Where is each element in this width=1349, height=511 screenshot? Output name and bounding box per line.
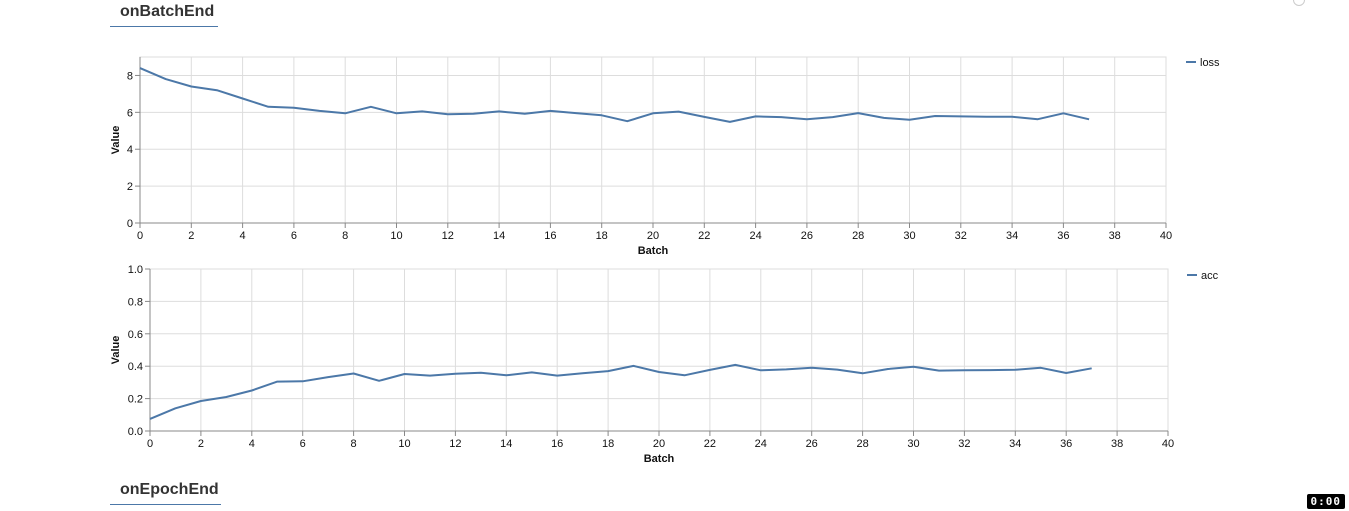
x-tick-label: 14 xyxy=(500,438,512,450)
x-tick-label: 34 xyxy=(1009,438,1021,450)
series-line-loss xyxy=(139,67,1090,123)
x-tick-label: 22 xyxy=(698,230,710,242)
x-tick-label: 28 xyxy=(852,230,864,242)
legend-label-acc: acc xyxy=(1201,270,1219,282)
y-tick-label: 8 xyxy=(127,70,133,82)
x-tick-label: 40 xyxy=(1160,230,1172,242)
y-tick-label: 0.8 xyxy=(128,296,143,308)
section-tab-onepochend[interactable]: onEpochEnd xyxy=(110,478,221,505)
y-axis-title: Value xyxy=(110,336,122,365)
y-axis-title: Value xyxy=(110,126,122,155)
x-tick-label: 24 xyxy=(755,438,767,450)
x-axis-title: Batch xyxy=(638,245,669,257)
x-tick-label: 20 xyxy=(653,438,665,450)
x-tick-label: 28 xyxy=(856,438,868,450)
y-tick-label: 0.4 xyxy=(128,361,143,373)
x-tick-label: 30 xyxy=(903,230,915,242)
x-tick-label: 4 xyxy=(240,230,246,242)
x-tick-label: 2 xyxy=(198,438,204,450)
y-tick-label: 0.2 xyxy=(128,394,143,406)
series-line-acc xyxy=(149,363,1092,420)
x-tick-label: 38 xyxy=(1109,230,1121,242)
x-tick-label: 26 xyxy=(806,438,818,450)
x-tick-label: 20 xyxy=(647,230,659,242)
x-tick-label: 16 xyxy=(551,438,563,450)
section-tab-onbatchend[interactable]: onBatchEnd xyxy=(110,0,218,27)
x-tick-label: 30 xyxy=(907,438,919,450)
y-tick-label: 0.6 xyxy=(128,329,143,341)
x-tick-label: 10 xyxy=(390,230,402,242)
x-tick-label: 12 xyxy=(449,438,461,450)
x-tick-label: 40 xyxy=(1162,438,1174,450)
y-tick-label: 1.0 xyxy=(128,264,143,276)
acc-chart: 0 2 4 6 8 10 12 14 16 18 20 22 24 26 28 30 32 34 36 38 400.0… xyxy=(110,264,1219,465)
x-tick-label: 12 xyxy=(442,230,454,242)
x-tick-label: 26 xyxy=(801,230,813,242)
y-tick-label: 0.0 xyxy=(128,426,143,438)
x-tick-label: 14 xyxy=(493,230,505,242)
y-tick-label: 4 xyxy=(127,144,133,156)
x-tick-label: 10 xyxy=(398,438,410,450)
x-tick-label: 6 xyxy=(300,438,306,450)
legend-label-loss: loss xyxy=(1200,57,1220,69)
x-tick-label: 22 xyxy=(704,438,716,450)
x-tick-label: 2 xyxy=(188,230,194,242)
x-tick-label: 34 xyxy=(1006,230,1018,242)
x-tick-label: 18 xyxy=(602,438,614,450)
x-tick-label: 6 xyxy=(291,230,297,242)
timer-badge: 0:00 xyxy=(1306,494,1345,509)
x-tick-label: 32 xyxy=(958,438,970,450)
x-axis-title: Batch xyxy=(644,453,675,465)
x-tick-label: 24 xyxy=(749,230,761,242)
x-tick-label: 16 xyxy=(544,230,556,242)
x-tick-label: 4 xyxy=(249,438,255,450)
y-tick-label: 6 xyxy=(127,107,133,119)
x-tick-label: 18 xyxy=(596,230,608,242)
x-tick-label: 38 xyxy=(1111,438,1123,450)
x-tick-label: 0 xyxy=(137,230,143,242)
x-tick-label: 36 xyxy=(1057,230,1069,242)
x-tick-label: 32 xyxy=(955,230,967,242)
y-tick-label: 0 xyxy=(127,218,133,230)
x-tick-label: 36 xyxy=(1060,438,1072,450)
x-tick-label: 0 xyxy=(147,438,153,450)
loss-chart: 0 2 4 6 8 10 12 14 16 18 20 22 24 26 28 30 32 34 36 38 40024… xyxy=(110,56,1220,257)
y-tick-label: 2 xyxy=(127,181,133,193)
x-tick-label: 8 xyxy=(351,438,357,450)
x-tick-label: 8 xyxy=(342,230,348,242)
